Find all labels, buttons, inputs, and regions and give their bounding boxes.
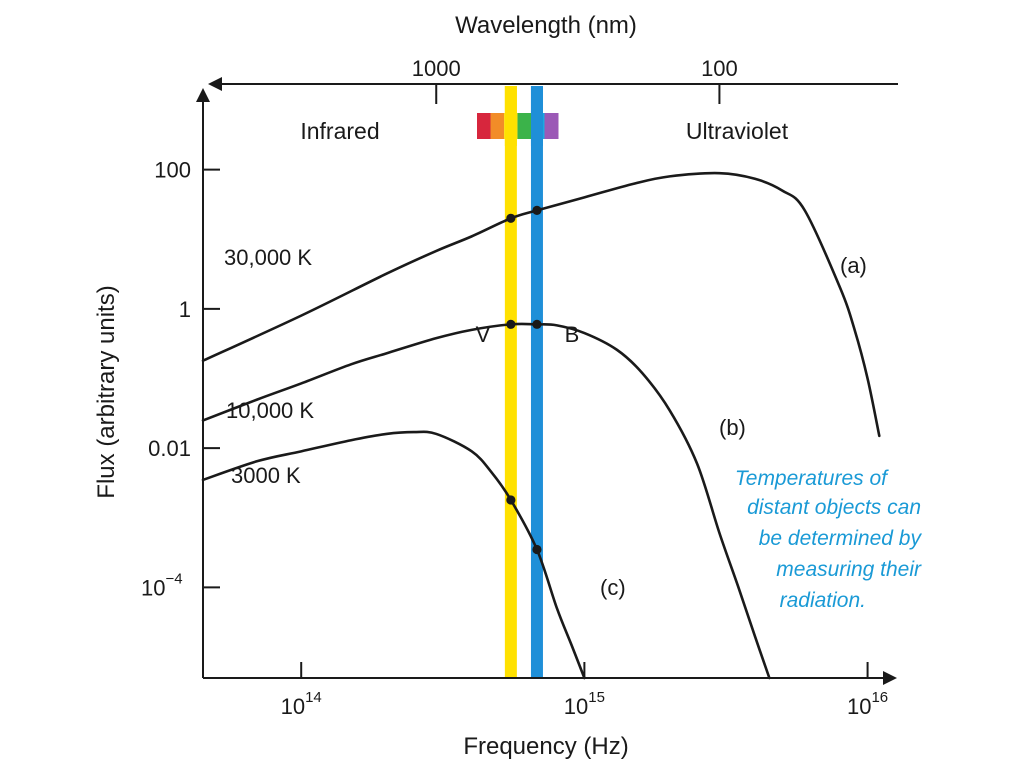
curve-tag-label: (c) bbox=[600, 575, 626, 600]
x-tick-exponent: 15 bbox=[588, 689, 605, 706]
annotation-line: be determined by bbox=[759, 527, 923, 550]
curve-a bbox=[201, 171, 881, 438]
x-tick-label: 1015 bbox=[564, 689, 605, 719]
spectrum-swatch bbox=[517, 113, 532, 139]
filter-band-v bbox=[504, 86, 517, 678]
annotation-line: radiation. bbox=[780, 589, 866, 612]
filter-intersection-dot bbox=[506, 213, 516, 223]
filter-band-top-v bbox=[504, 86, 517, 146]
y-tick-label: 1 bbox=[179, 297, 191, 322]
wavelength-tick-label: 100 bbox=[701, 56, 738, 81]
annotation-line: distant objects can bbox=[747, 496, 921, 519]
y-tick-label: 100 bbox=[154, 158, 191, 183]
y-tick-base: 0.01 bbox=[148, 436, 191, 461]
filter-band-b bbox=[530, 86, 543, 678]
region-label-infrared: Infrared bbox=[300, 118, 379, 144]
spectrum-swatch bbox=[490, 113, 505, 139]
filter-intersection-dot bbox=[506, 495, 516, 505]
curve-temperature-label: 3000 K bbox=[231, 463, 301, 488]
x-axis-arrowhead bbox=[883, 671, 897, 685]
y-tick-base: 100 bbox=[154, 158, 191, 183]
x-tick-exponent: 16 bbox=[871, 689, 888, 706]
filter-intersection-dot bbox=[532, 205, 542, 215]
y-tick-base: 10 bbox=[141, 575, 165, 600]
wavelength-axis-title: Wavelength (nm) bbox=[455, 12, 637, 39]
spectrum-swatch bbox=[477, 113, 491, 139]
wavelength-axis-arrowhead bbox=[208, 77, 222, 91]
y-axis-arrowhead bbox=[196, 88, 210, 102]
filter-intersection-dot bbox=[532, 544, 542, 555]
y-axis-title: Flux (arbitrary units) bbox=[93, 285, 120, 498]
curve-tag-label: (a) bbox=[840, 253, 867, 278]
filter-intersection-dot bbox=[532, 319, 542, 329]
filter-band-top-b bbox=[530, 86, 543, 146]
x-tick-exponent: 14 bbox=[305, 689, 322, 706]
annotation-line: Temperatures of bbox=[735, 467, 889, 490]
x-tick-label: 1016 bbox=[847, 689, 888, 719]
curve-c bbox=[201, 430, 586, 680]
filter-label-b: B bbox=[565, 322, 580, 347]
x-tick-label: 1014 bbox=[281, 689, 322, 719]
x-tick-base: 10 bbox=[281, 694, 305, 719]
y-tick-exponent: −4 bbox=[165, 570, 182, 587]
y-tick-label: 10−4 bbox=[141, 570, 183, 600]
curve-temperature-label: 30,000 K bbox=[224, 245, 312, 270]
annotation-line: measuring their bbox=[776, 558, 922, 581]
filter-intersection-dot bbox=[506, 319, 516, 329]
curve-b bbox=[201, 322, 771, 680]
filter-label-v: V bbox=[476, 322, 491, 347]
curve-temperature-label: 10,000 K bbox=[226, 398, 314, 423]
wavelength-tick-label: 1000 bbox=[412, 56, 461, 81]
x-tick-base: 10 bbox=[847, 694, 871, 719]
region-label-ultraviolet: Ultraviolet bbox=[686, 118, 789, 144]
y-tick-label: 0.01 bbox=[148, 436, 191, 461]
x-tick-base: 10 bbox=[564, 694, 588, 719]
spectrum-swatch bbox=[544, 113, 559, 139]
x-axis-title: Frequency (Hz) bbox=[463, 733, 628, 760]
y-tick-base: 1 bbox=[179, 297, 191, 322]
curve-tag-label: (b) bbox=[719, 415, 746, 440]
